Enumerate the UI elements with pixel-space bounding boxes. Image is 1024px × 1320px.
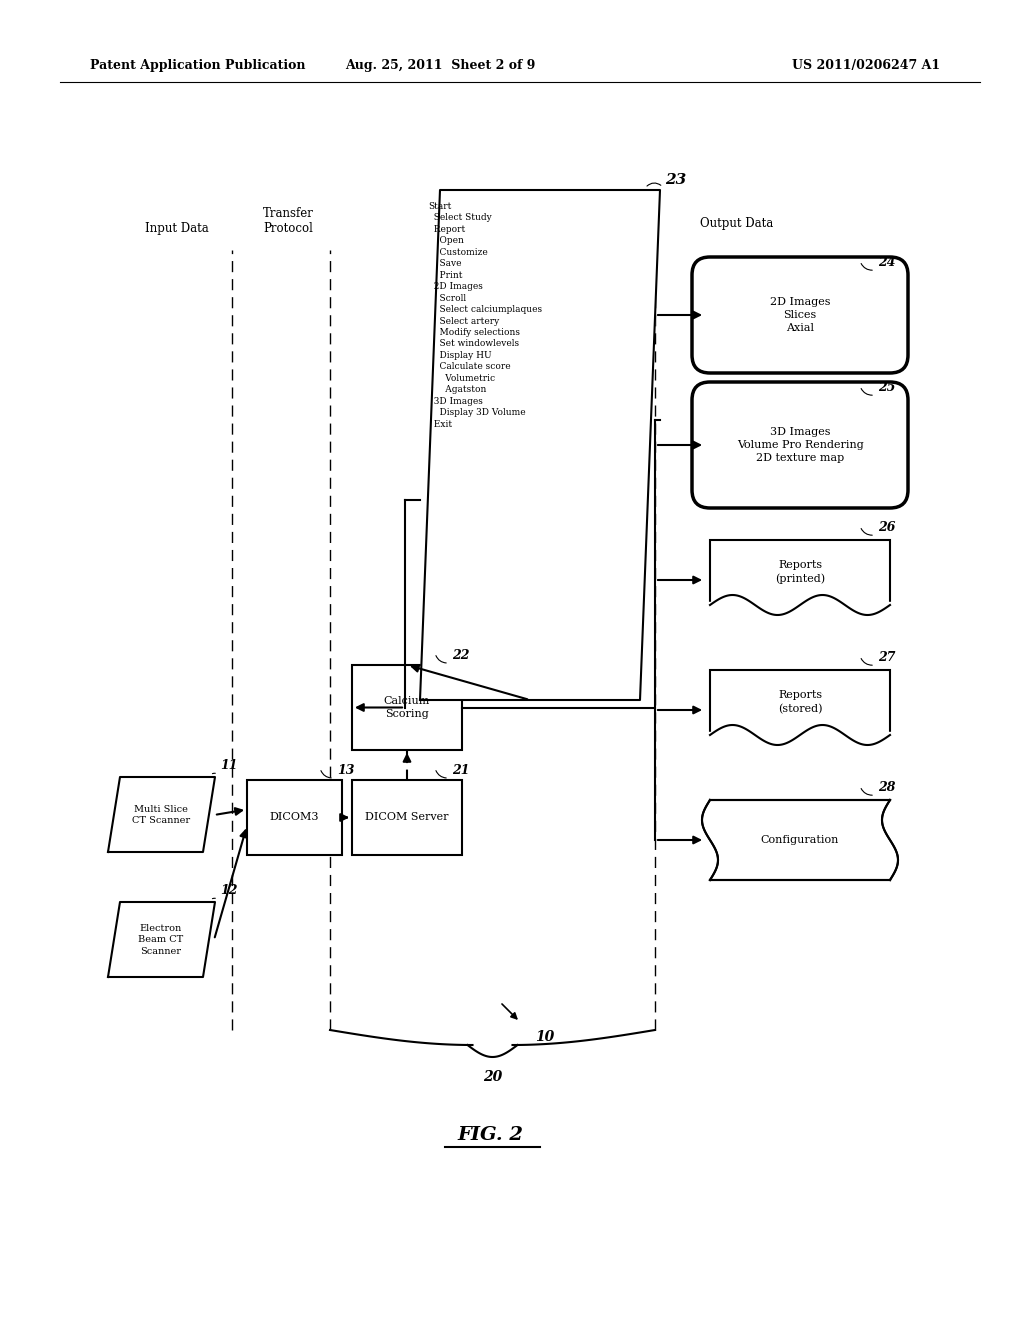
Text: Transfer
Protocol: Transfer Protocol	[262, 207, 313, 235]
Text: Electron
Beam CT
Scanner: Electron Beam CT Scanner	[138, 924, 183, 956]
Text: 24: 24	[878, 256, 896, 269]
Text: 20: 20	[483, 1071, 502, 1084]
Bar	[352, 780, 462, 855]
Text: 10: 10	[535, 1030, 554, 1044]
Text: 26: 26	[878, 521, 896, 535]
Bar	[710, 671, 890, 735]
Text: Output Data: Output Data	[700, 216, 773, 230]
Text: 12: 12	[220, 884, 238, 898]
Text: DICOM Server: DICOM Server	[366, 813, 449, 822]
Text: 28: 28	[878, 781, 896, 795]
Text: Input Data: Input Data	[145, 222, 209, 235]
Text: 2D Images
Slices
Axial: 2D Images Slices Axial	[770, 297, 830, 333]
Text: US 2011/0206247 A1: US 2011/0206247 A1	[792, 58, 940, 71]
Text: 21: 21	[452, 764, 469, 777]
Polygon shape	[420, 190, 660, 700]
Text: 3D Images
Volume Pro Rendering
2D texture map: 3D Images Volume Pro Rendering 2D textur…	[736, 426, 863, 463]
Text: Patent Application Publication: Patent Application Publication	[90, 58, 305, 71]
Text: Aug. 25, 2011  Sheet 2 of 9: Aug. 25, 2011 Sheet 2 of 9	[345, 58, 536, 71]
Text: Reports
(stored): Reports (stored)	[778, 690, 822, 714]
Text: 13: 13	[337, 764, 354, 777]
Text: Start
  Select Study
  Report
    Open
    Customize
    Save
    Print
  2D Ima: Start Select Study Report Open Customize…	[428, 202, 542, 429]
Bar	[247, 780, 342, 855]
Polygon shape	[108, 902, 215, 977]
Text: FIG. 2: FIG. 2	[457, 1126, 523, 1144]
Text: 22: 22	[452, 649, 469, 663]
Text: Calcium
Scoring: Calcium Scoring	[384, 697, 430, 718]
Text: 27: 27	[878, 651, 896, 664]
Text: 11: 11	[220, 759, 238, 772]
Text: Configuration: Configuration	[761, 836, 840, 845]
Text: Multi Slice
CT Scanner: Multi Slice CT Scanner	[132, 805, 190, 825]
FancyBboxPatch shape	[692, 257, 908, 374]
Text: 25: 25	[878, 381, 896, 393]
Polygon shape	[108, 777, 215, 851]
Text: DICOM3: DICOM3	[269, 813, 319, 822]
Text: Reports
(printed): Reports (printed)	[775, 560, 825, 583]
Text: 23: 23	[665, 173, 686, 187]
Polygon shape	[708, 800, 892, 880]
FancyBboxPatch shape	[692, 381, 908, 508]
Bar	[710, 540, 890, 605]
Bar	[352, 665, 462, 750]
